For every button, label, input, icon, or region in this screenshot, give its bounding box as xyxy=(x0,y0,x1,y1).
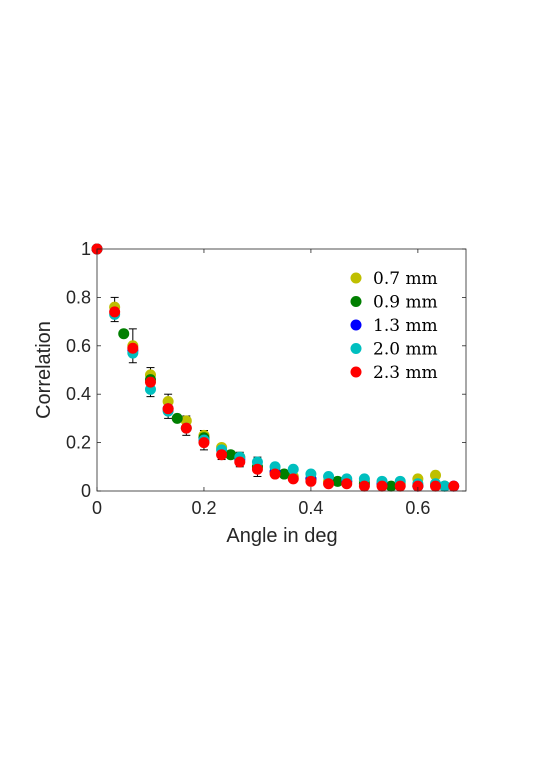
data-point xyxy=(385,480,397,492)
data-point xyxy=(216,449,228,461)
legend-entry: 0.9 mm xyxy=(373,293,438,313)
data-point xyxy=(234,456,246,468)
y-tick-label: 0 xyxy=(81,481,91,501)
data-point xyxy=(332,475,344,487)
x-axis-ticks: 0 0.2 0.4 0.6 xyxy=(92,249,430,518)
data-point xyxy=(341,478,353,490)
y-axis-label: Correlation xyxy=(33,321,55,419)
data-point xyxy=(127,342,139,354)
y-tick-label: 0.2 xyxy=(66,433,91,453)
data-point xyxy=(376,480,388,492)
series-4 xyxy=(91,243,460,492)
data-point xyxy=(198,437,210,449)
data-point xyxy=(305,475,317,487)
data-point xyxy=(358,480,370,492)
y-tick-label: 1 xyxy=(81,239,91,259)
data-points xyxy=(91,243,460,492)
data-point xyxy=(118,328,130,340)
data-point xyxy=(225,449,237,461)
plot-background xyxy=(97,249,466,491)
data-point xyxy=(394,480,406,492)
legend-entry: 1.3 mm xyxy=(373,316,438,336)
data-point xyxy=(109,306,121,318)
data-point xyxy=(287,463,299,475)
y-tick-label: 0.8 xyxy=(66,287,91,307)
plot-frame xyxy=(96,248,467,492)
x-tick-label: 0 xyxy=(92,498,102,518)
data-point xyxy=(171,412,183,424)
legend-marker xyxy=(350,272,362,284)
data-point xyxy=(439,480,451,492)
data-point xyxy=(323,478,335,490)
data-point xyxy=(251,463,263,475)
x-tick-label: 0.4 xyxy=(298,498,323,518)
legend-marker xyxy=(350,366,362,378)
legend-entry: 0.7 mm xyxy=(373,269,438,289)
y-tick-label: 0.6 xyxy=(66,336,91,356)
data-point xyxy=(278,468,290,480)
legend-marker xyxy=(350,343,362,354)
data-point xyxy=(269,468,281,480)
data-point xyxy=(287,473,299,485)
legend-entry: 2.3 mm xyxy=(373,363,438,383)
data-point xyxy=(162,403,174,415)
y-tick-label: 0.4 xyxy=(66,384,91,404)
x-axis-label: Angle in deg xyxy=(226,525,337,547)
y-axis-ticks: 0 0.2 0.4 0.6 0.8 1 xyxy=(66,239,466,501)
legend: 0.7 mm 0.9 mm 1.3 mm 2.0 mm 2.3 mm xyxy=(350,269,438,383)
data-point xyxy=(430,469,442,481)
data-point xyxy=(430,480,442,492)
data-point xyxy=(412,480,424,492)
data-point xyxy=(448,480,460,492)
legend-marker xyxy=(350,319,362,331)
data-point xyxy=(180,422,192,434)
legend-marker xyxy=(350,296,362,307)
x-tick-label: 0.6 xyxy=(405,498,430,518)
data-point xyxy=(144,376,156,388)
legend-entry: 2.0 mm xyxy=(373,340,438,360)
x-tick-label: 0.2 xyxy=(191,498,216,518)
